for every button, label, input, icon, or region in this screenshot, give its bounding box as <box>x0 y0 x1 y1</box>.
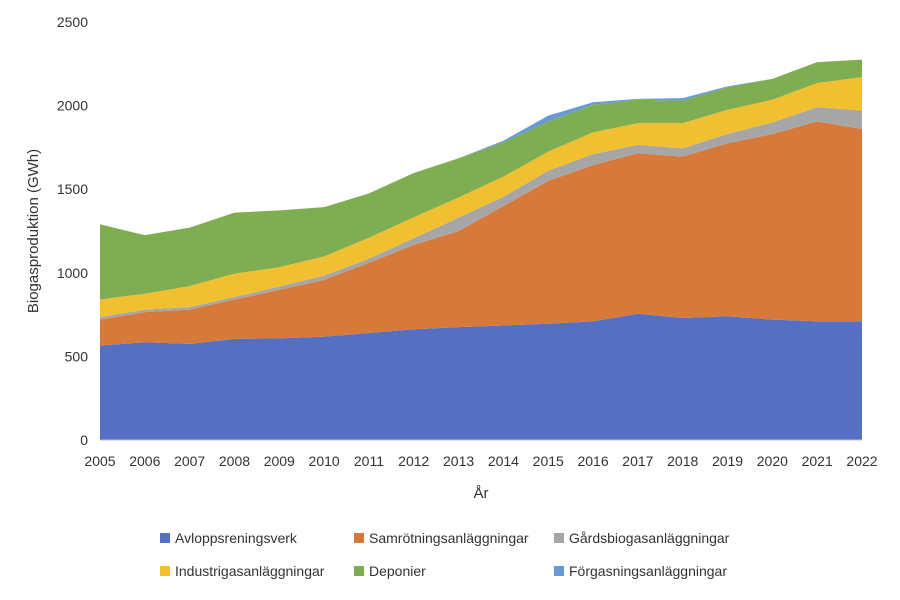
legend-label: Deponier <box>369 563 426 579</box>
x-tick-label: 2018 <box>667 453 698 469</box>
x-tick-label: 2019 <box>712 453 743 469</box>
x-tick-label: 2014 <box>488 453 519 469</box>
y-tick-label: 0 <box>80 432 88 448</box>
legend-swatch <box>160 533 170 543</box>
x-tick-label: 2022 <box>846 453 877 469</box>
legend-item: Samrötningsanläggningar <box>354 530 529 546</box>
x-tick-label: 2007 <box>174 453 205 469</box>
y-axis-label: Biogasproduktion (GWh) <box>25 149 42 313</box>
x-tick-label: 2013 <box>443 453 474 469</box>
y-tick-labels: 0 500 1000 1500 2000 2500 <box>57 14 88 448</box>
area-layer <box>100 59 862 440</box>
legend-label: Förgasningsanläggningar <box>569 563 727 579</box>
legend-item: Förgasningsanläggningar <box>554 563 727 579</box>
x-tick-label: 2020 <box>757 453 788 469</box>
x-tick-label: 2017 <box>622 453 653 469</box>
x-tick-label: 2009 <box>264 453 295 469</box>
x-tick-label: 2016 <box>577 453 608 469</box>
legend-item: Gårdsbiogasanläggningar <box>554 530 730 546</box>
x-tick-label: 2008 <box>219 453 250 469</box>
x-tick-label: 2005 <box>84 453 115 469</box>
y-tick-label: 500 <box>65 348 89 364</box>
legend-swatch <box>554 533 564 543</box>
y-tick-label: 1500 <box>57 181 88 197</box>
legend-swatch <box>354 566 364 576</box>
legend: Avloppsreningsverk Samrötningsanläggninga… <box>160 530 730 579</box>
legend-item: Industrigasanläggningar <box>160 563 325 579</box>
x-tick-label: 2015 <box>533 453 564 469</box>
y-tick-label: 2500 <box>57 14 88 30</box>
legend-swatch <box>554 566 564 576</box>
x-tick-label: 2011 <box>354 453 384 469</box>
x-tick-label: 2010 <box>309 453 340 469</box>
x-axis-label: År <box>474 485 489 502</box>
legend-item: Avloppsreningsverk <box>160 530 298 546</box>
legend-label: Gårdsbiogasanläggningar <box>569 530 730 546</box>
area-series-0 <box>100 313 862 440</box>
x-tick-label: 2021 <box>802 453 833 469</box>
x-tick-label: 2006 <box>129 453 160 469</box>
y-tick-label: 1000 <box>57 265 88 281</box>
x-tick-label: 2012 <box>398 453 429 469</box>
legend-item: Deponier <box>354 563 426 579</box>
y-tick-label: 2000 <box>57 98 88 114</box>
area-series-4 <box>100 59 862 300</box>
legend-label: Industrigasanläggningar <box>175 563 325 579</box>
legend-label: Avloppsreningsverk <box>175 530 298 546</box>
legend-swatch <box>160 566 170 576</box>
area-series-3 <box>100 77 862 318</box>
legend-swatch <box>354 533 364 543</box>
area-series-2 <box>100 107 862 320</box>
legend-label: Samrötningsanläggningar <box>369 530 529 546</box>
x-tick-labels: 2005 2006 2007 2008 2009 2010 2011 2012 2013 2014… <box>84 453 877 469</box>
area-series-1 <box>100 121 862 346</box>
